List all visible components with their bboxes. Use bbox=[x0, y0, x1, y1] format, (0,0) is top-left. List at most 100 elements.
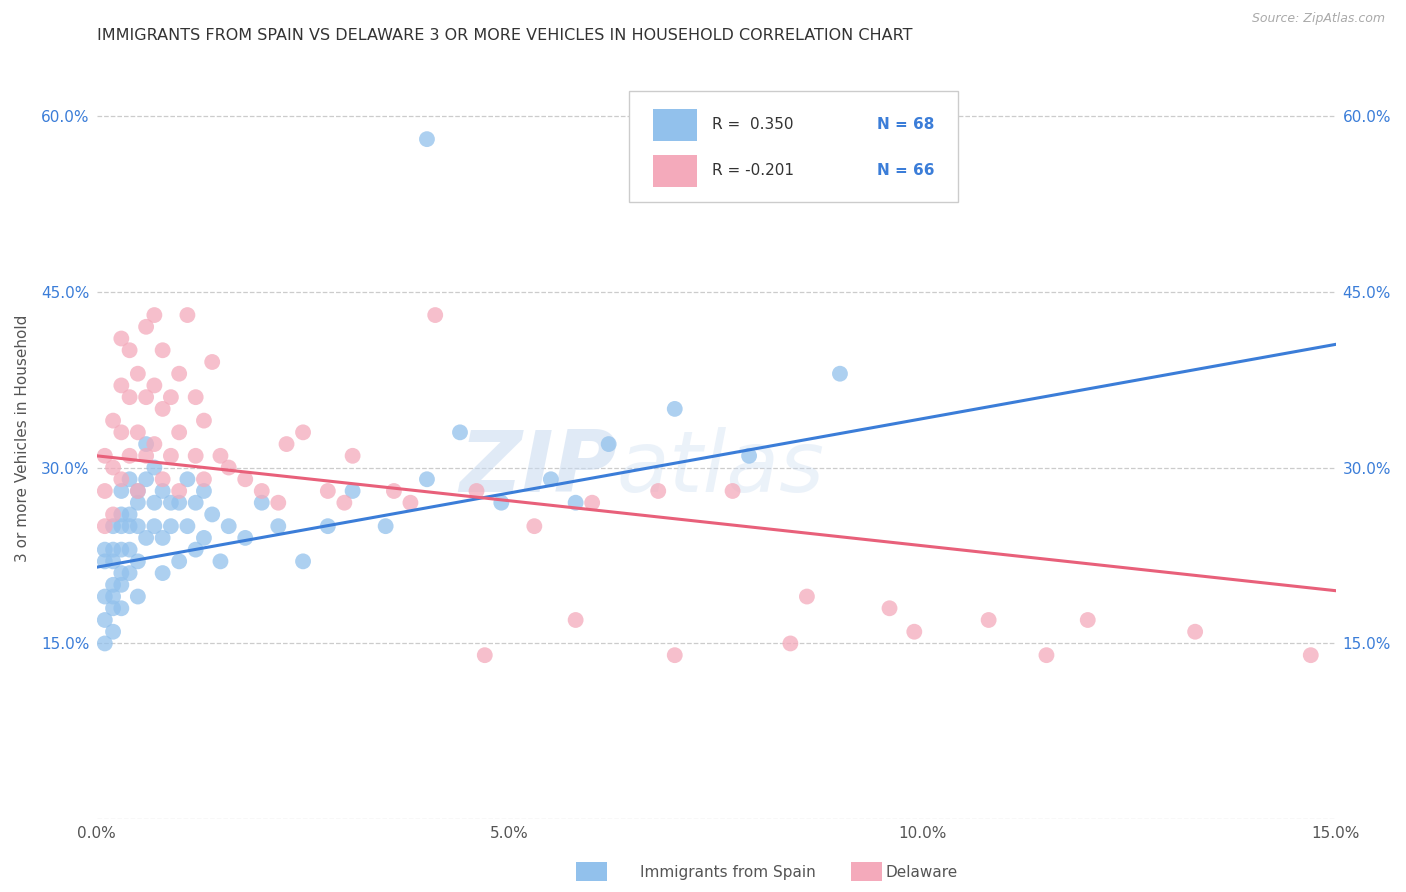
Point bbox=[1077, 613, 1099, 627]
Point bbox=[233, 472, 256, 486]
Point bbox=[160, 519, 183, 533]
Point bbox=[316, 519, 339, 533]
Point bbox=[491, 496, 513, 510]
Point bbox=[425, 308, 447, 322]
Point bbox=[523, 519, 546, 533]
Point bbox=[143, 437, 166, 451]
Point bbox=[276, 437, 298, 451]
Point bbox=[127, 483, 149, 498]
Point bbox=[540, 472, 562, 486]
Point bbox=[110, 332, 132, 346]
Point bbox=[449, 425, 471, 440]
Point bbox=[110, 425, 132, 440]
Text: Delaware: Delaware bbox=[886, 865, 957, 880]
Point bbox=[233, 531, 256, 545]
Text: Source: ZipAtlas.com: Source: ZipAtlas.com bbox=[1251, 12, 1385, 26]
Point bbox=[143, 378, 166, 392]
Point bbox=[167, 496, 190, 510]
Point bbox=[193, 483, 215, 498]
Point bbox=[465, 483, 488, 498]
Point bbox=[118, 508, 141, 522]
Point bbox=[176, 472, 198, 486]
Point bbox=[267, 496, 290, 510]
Point bbox=[127, 483, 149, 498]
Point bbox=[218, 460, 240, 475]
Point bbox=[101, 578, 124, 592]
Text: ZIP: ZIP bbox=[460, 427, 617, 510]
Point bbox=[1035, 648, 1057, 663]
Point bbox=[101, 519, 124, 533]
Point bbox=[135, 390, 157, 404]
Point bbox=[127, 367, 149, 381]
Point bbox=[152, 343, 174, 358]
Point bbox=[779, 636, 801, 650]
Point bbox=[110, 483, 132, 498]
Text: IMMIGRANTS FROM SPAIN VS DELAWARE 3 OR MORE VEHICLES IN HOUSEHOLD CORRELATION CH: IMMIGRANTS FROM SPAIN VS DELAWARE 3 OR M… bbox=[97, 29, 912, 44]
Point bbox=[94, 483, 117, 498]
Point bbox=[193, 414, 215, 428]
Point bbox=[127, 519, 149, 533]
Point bbox=[94, 449, 117, 463]
Point bbox=[152, 401, 174, 416]
Point bbox=[135, 449, 157, 463]
Point bbox=[664, 401, 686, 416]
Point bbox=[143, 308, 166, 322]
Point bbox=[176, 308, 198, 322]
Point bbox=[416, 472, 439, 486]
Point bbox=[382, 483, 405, 498]
Point bbox=[160, 449, 183, 463]
Point bbox=[110, 508, 132, 522]
Point bbox=[101, 460, 124, 475]
Point bbox=[101, 508, 124, 522]
Point bbox=[218, 519, 240, 533]
Point bbox=[152, 531, 174, 545]
Point bbox=[127, 590, 149, 604]
Point bbox=[176, 519, 198, 533]
Point bbox=[94, 519, 117, 533]
Text: N = 66: N = 66 bbox=[877, 163, 935, 178]
Point bbox=[193, 531, 215, 545]
Point bbox=[1184, 624, 1206, 639]
Point bbox=[110, 542, 132, 557]
Point bbox=[101, 624, 124, 639]
Y-axis label: 3 or more Vehicles in Household: 3 or more Vehicles in Household bbox=[15, 315, 30, 562]
Point bbox=[110, 566, 132, 580]
Point bbox=[267, 519, 290, 533]
Point bbox=[101, 542, 124, 557]
Point bbox=[135, 531, 157, 545]
Point bbox=[160, 496, 183, 510]
Point bbox=[828, 367, 851, 381]
Point bbox=[118, 472, 141, 486]
Point bbox=[474, 648, 496, 663]
Point bbox=[118, 566, 141, 580]
FancyBboxPatch shape bbox=[630, 91, 957, 202]
Point bbox=[143, 460, 166, 475]
Point bbox=[184, 449, 207, 463]
Point bbox=[143, 496, 166, 510]
Point bbox=[342, 483, 364, 498]
Point bbox=[110, 578, 132, 592]
Point bbox=[135, 472, 157, 486]
Point bbox=[1299, 648, 1322, 663]
Point bbox=[879, 601, 901, 615]
Point bbox=[201, 355, 224, 369]
Point bbox=[316, 483, 339, 498]
Point bbox=[127, 496, 149, 510]
Point bbox=[342, 449, 364, 463]
Point bbox=[110, 378, 132, 392]
Point bbox=[721, 483, 744, 498]
Point bbox=[664, 648, 686, 663]
Point bbox=[399, 496, 422, 510]
Point bbox=[250, 483, 273, 498]
Point bbox=[209, 449, 232, 463]
Text: N = 68: N = 68 bbox=[877, 118, 935, 132]
Point bbox=[903, 624, 925, 639]
Point bbox=[184, 542, 207, 557]
Point bbox=[167, 554, 190, 568]
Point bbox=[110, 472, 132, 486]
Point bbox=[101, 414, 124, 428]
Point bbox=[118, 449, 141, 463]
Point bbox=[160, 390, 183, 404]
Point bbox=[292, 554, 315, 568]
Point bbox=[250, 496, 273, 510]
